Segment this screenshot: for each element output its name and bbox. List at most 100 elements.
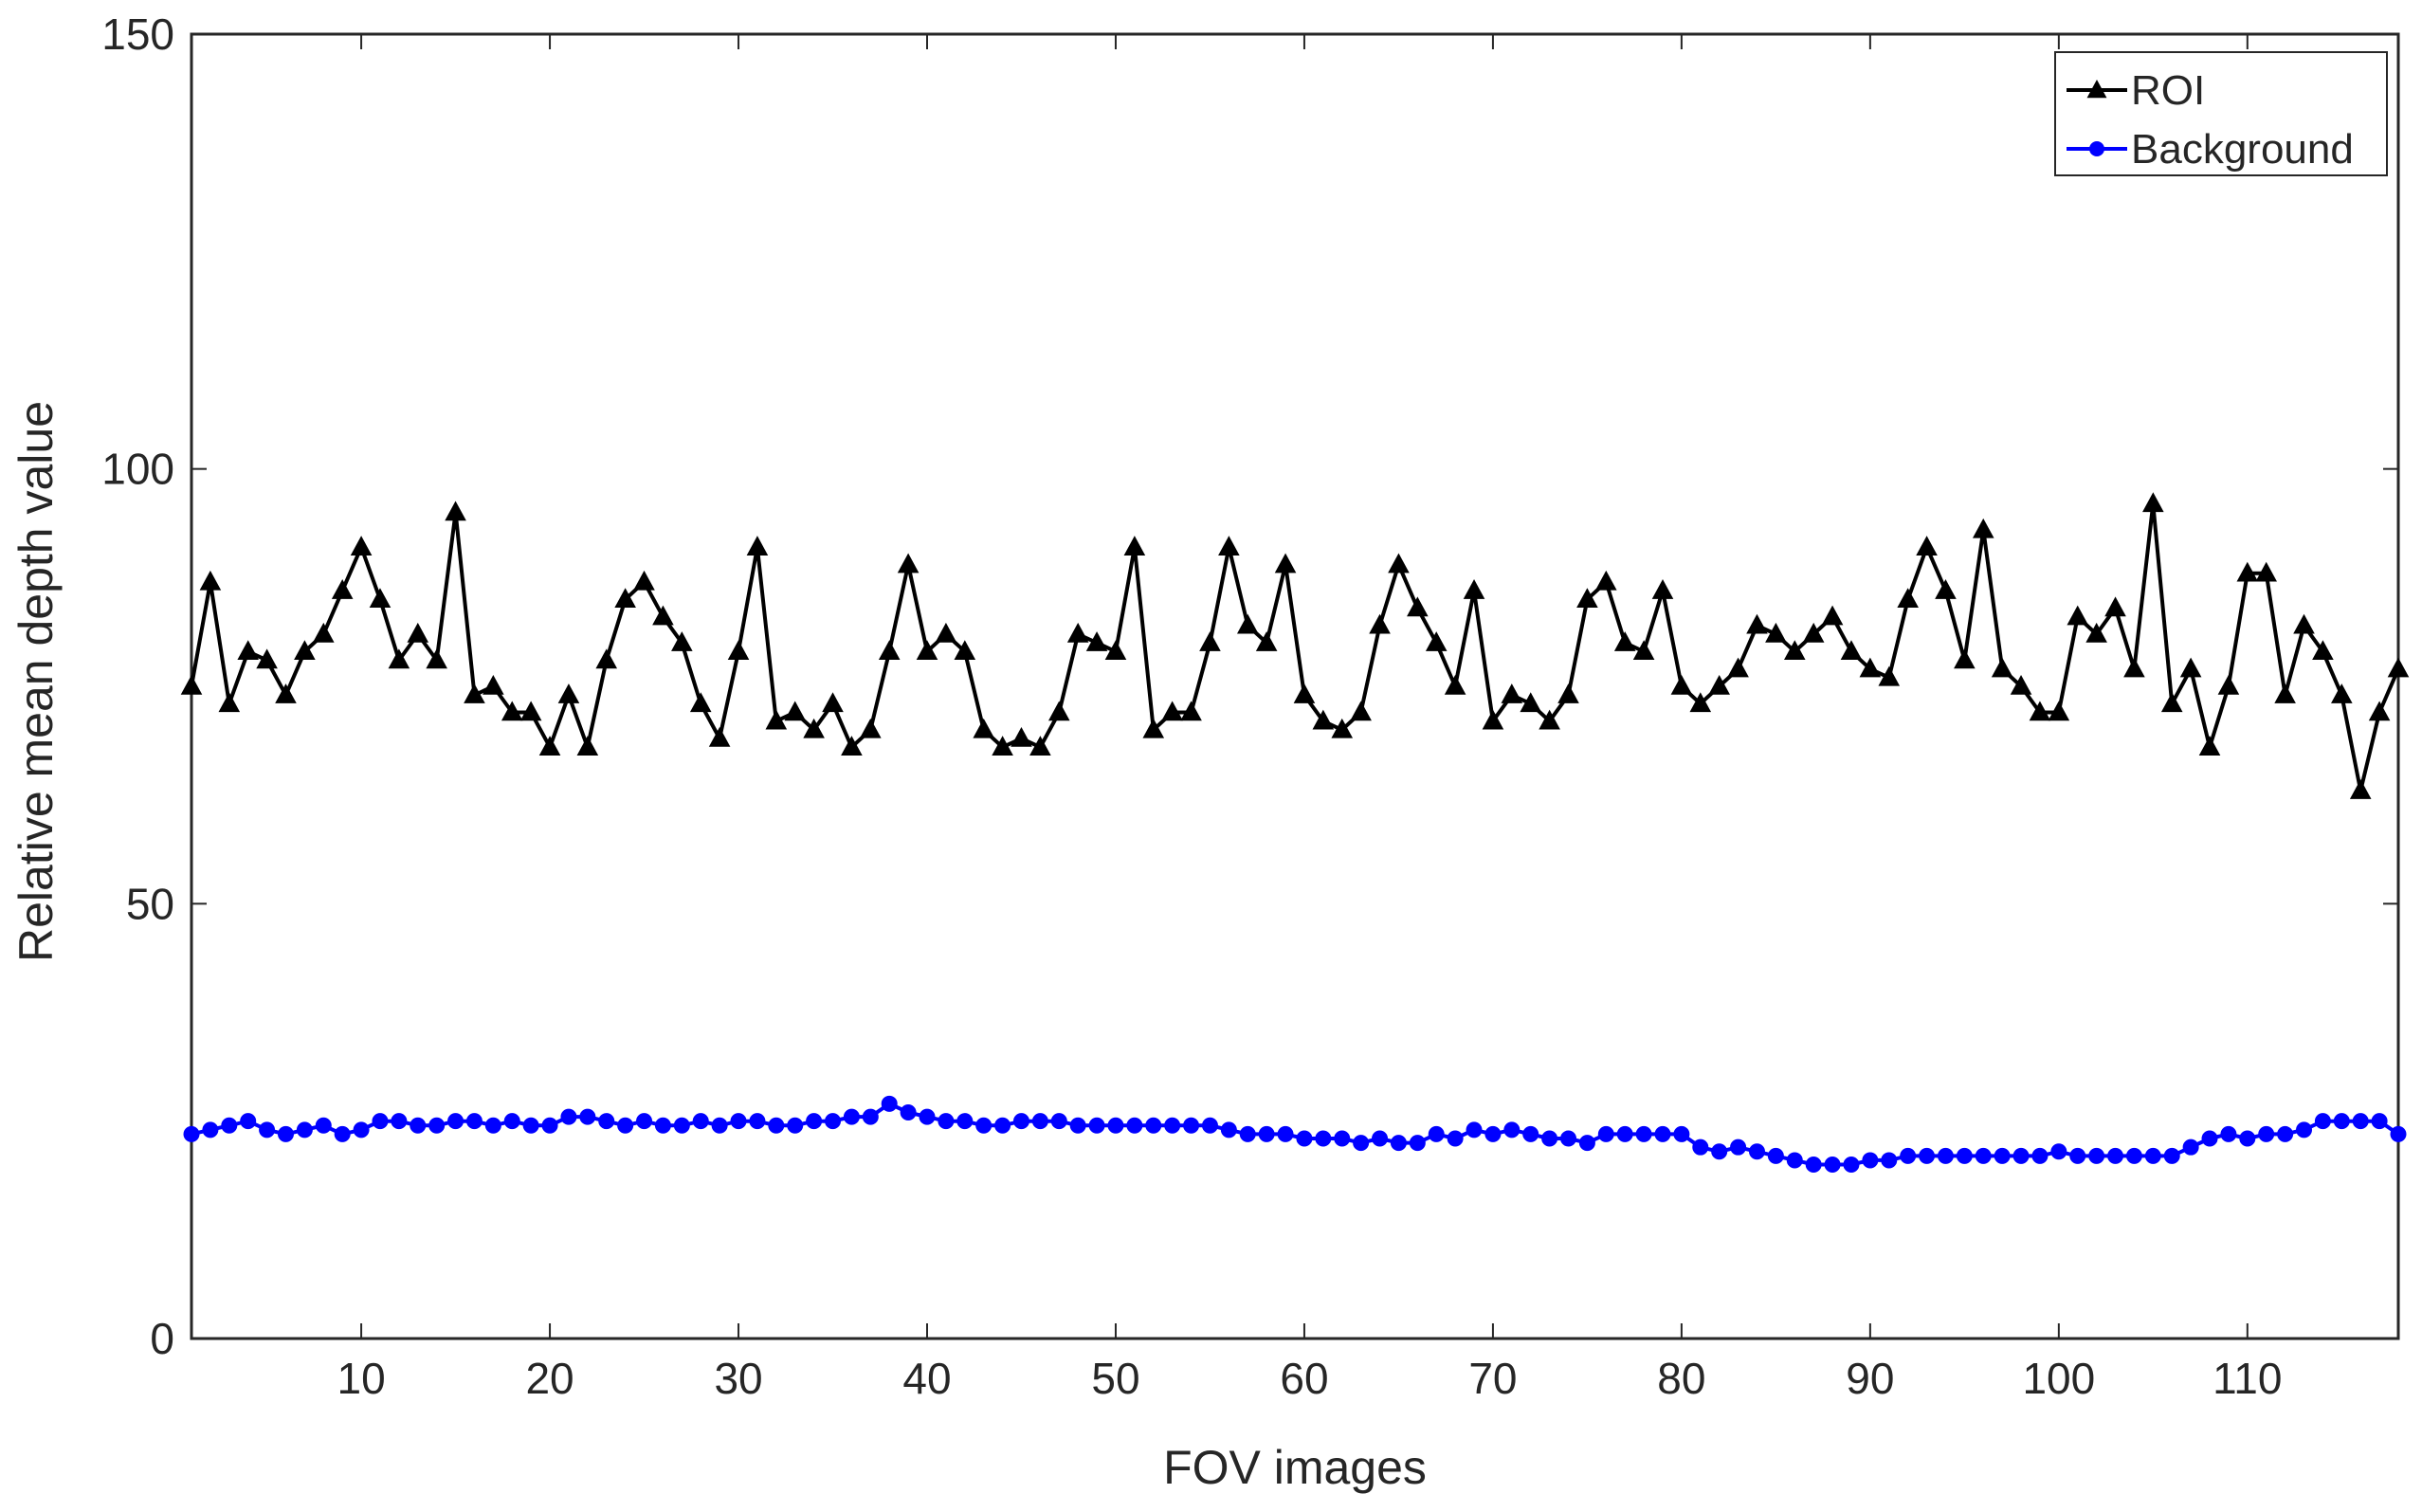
data-point (1069, 1117, 1086, 1134)
data-point (1183, 1117, 1200, 1134)
data-point (1274, 553, 1297, 574)
legend: ROI Background (2054, 51, 2388, 176)
data-point (727, 640, 750, 661)
data-point (2198, 736, 2221, 756)
data-point (768, 1117, 785, 1134)
data-point (2182, 1139, 2199, 1156)
data-point (541, 1117, 558, 1134)
data-point (1654, 1125, 1671, 1142)
data-point (2031, 1147, 2049, 1164)
data-point (598, 1113, 615, 1130)
data-point (237, 640, 259, 661)
data-point (1746, 613, 1768, 634)
data-point (2029, 701, 2051, 721)
data-point (1824, 1157, 1841, 1174)
data-point (296, 1121, 313, 1139)
data-point (1670, 674, 1693, 695)
data-point (1613, 631, 1636, 651)
data-point (428, 1117, 446, 1134)
data-point (1972, 518, 1994, 538)
data-point (1239, 1125, 1256, 1142)
series-background (183, 1095, 2407, 1174)
data-point (464, 683, 485, 703)
data-point (2352, 1113, 2369, 1130)
data-point (2163, 1147, 2180, 1164)
data-point (221, 1117, 238, 1134)
data-point (1161, 701, 1183, 721)
data-point (1708, 674, 1730, 695)
data-point (2067, 605, 2089, 626)
data-point (2371, 1113, 2388, 1130)
data-point (576, 736, 599, 756)
data-point (862, 1108, 879, 1125)
data-point (484, 1117, 501, 1134)
plot-area: 10 20 30 40 50 60 70 80 90 100 110 0 50 100 150 (101, 9, 2410, 1403)
data-point (275, 683, 297, 703)
data-point (1388, 553, 1410, 574)
data-point (410, 1117, 427, 1134)
data-point (1425, 631, 1448, 651)
data-point (992, 736, 1013, 756)
data-point (1730, 1139, 1747, 1156)
data-point (711, 1117, 728, 1134)
legend-item: Background (2067, 126, 2354, 173)
data-point (841, 736, 863, 756)
data-point (465, 1113, 483, 1130)
data-point (1482, 709, 1504, 730)
data-point (2220, 1125, 2237, 1142)
data-point (2236, 561, 2259, 582)
data-point (973, 718, 994, 738)
data-point (730, 1113, 747, 1130)
data-point (1180, 701, 1202, 721)
data-point (1350, 701, 1372, 721)
data-point (1293, 683, 1316, 703)
x-tick-label: 60 (1280, 1354, 1328, 1403)
data-point (483, 674, 504, 695)
data-point (1164, 1117, 1181, 1134)
data-point (2390, 1125, 2407, 1142)
data-point (579, 1108, 596, 1125)
data-point (1503, 1121, 1521, 1139)
data-point (1937, 1147, 1954, 1164)
data-point (1236, 613, 1259, 634)
legend-marker (2089, 141, 2104, 156)
legend-label: ROI (2131, 67, 2205, 114)
data-point (1088, 1117, 1105, 1134)
data-point (1390, 1135, 1407, 1152)
data-point (1220, 1121, 1237, 1139)
data-point (860, 718, 882, 738)
data-point (1881, 1152, 1898, 1169)
legend-marker (2086, 80, 2107, 99)
data-point (1107, 1117, 1124, 1134)
data-point (935, 622, 957, 643)
data-point (1484, 1125, 1502, 1142)
data-point (1334, 1130, 1351, 1147)
y-tick-label: 100 (101, 445, 174, 494)
data-point (1840, 640, 1863, 661)
data-point (1501, 683, 1523, 703)
data-point (1597, 1125, 1614, 1142)
data-point (1315, 1130, 1332, 1147)
data-point (503, 1113, 520, 1130)
data-point (1539, 709, 1560, 730)
data-point (388, 648, 410, 669)
data-point (1557, 683, 1579, 703)
data-point (825, 1113, 842, 1130)
x-tick-label: 100 (2022, 1354, 2095, 1403)
data-point (2296, 1121, 2313, 1139)
data-point (2387, 657, 2410, 678)
data-point (2179, 657, 2202, 678)
data-point (353, 1121, 370, 1139)
data-point (350, 536, 373, 556)
data-point (1258, 1125, 1275, 1142)
data-point (557, 683, 580, 703)
data-point (919, 1108, 936, 1125)
data-point (1767, 1147, 1784, 1164)
data-point (1463, 579, 1485, 599)
data-point (2258, 1125, 2275, 1142)
data-point (2293, 613, 2315, 634)
data-point (617, 1117, 634, 1134)
data-point (447, 1113, 464, 1130)
data-point (1012, 1113, 1029, 1130)
